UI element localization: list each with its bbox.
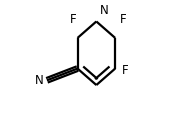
Text: F: F <box>70 13 76 26</box>
Text: N: N <box>35 74 44 87</box>
Text: F: F <box>120 13 127 26</box>
Text: N: N <box>100 4 109 17</box>
Text: F: F <box>122 64 129 77</box>
